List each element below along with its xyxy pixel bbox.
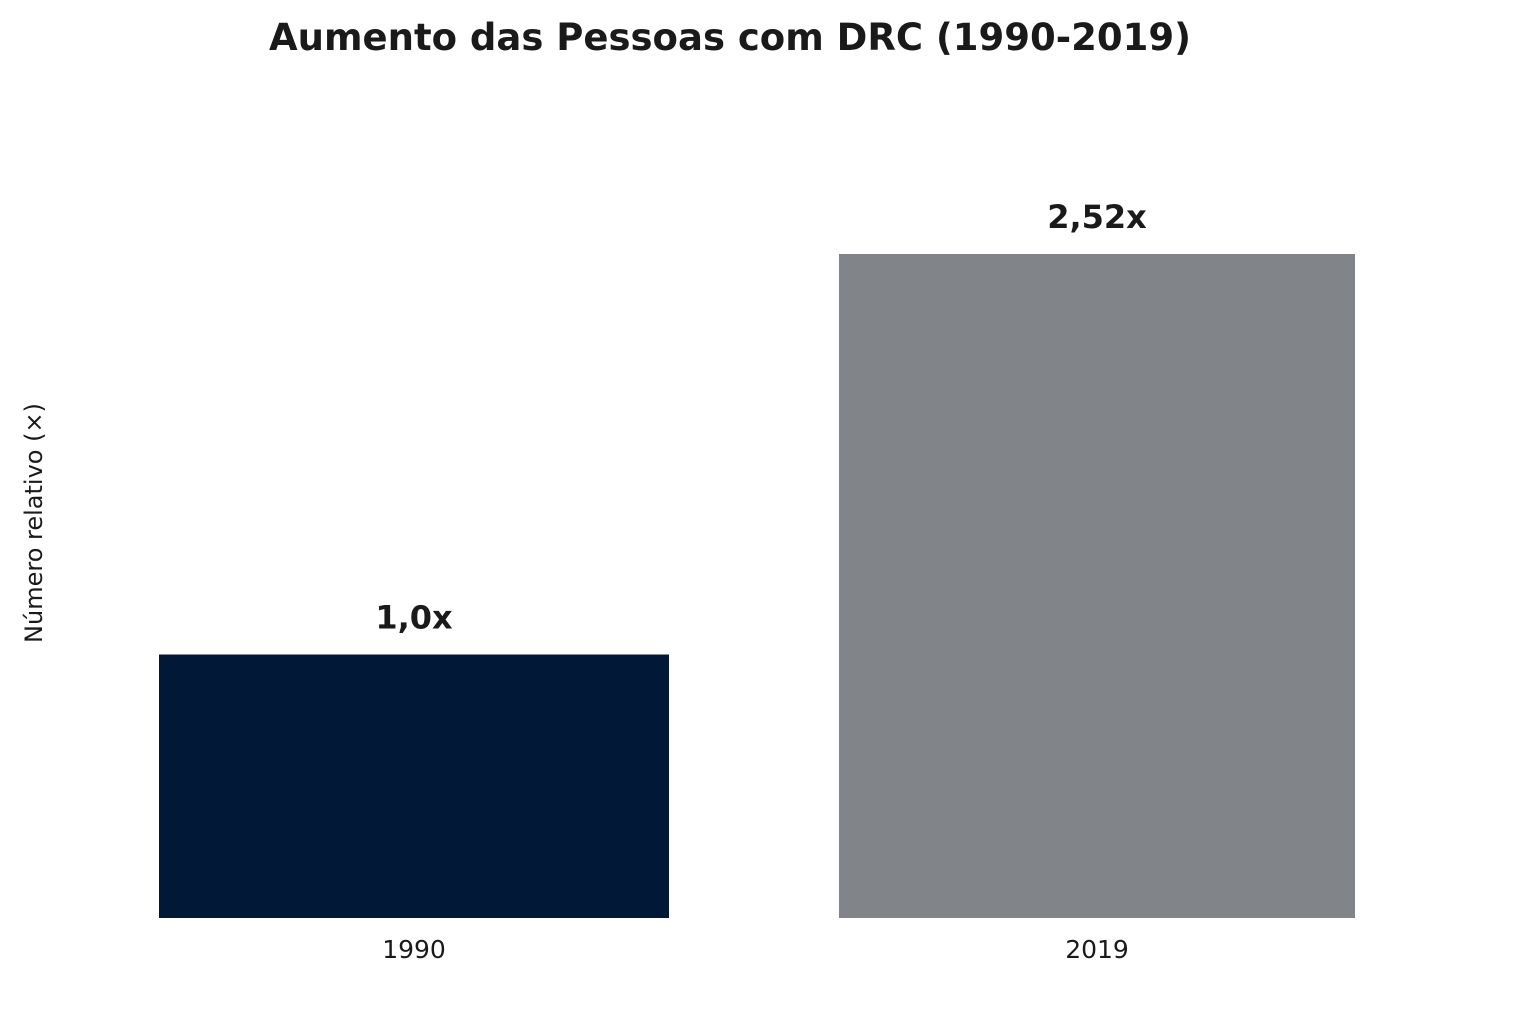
x-tick-label-1990: 1990 <box>382 935 446 964</box>
chart-title: Aumento das Pessoas com DRC (1990-2019) <box>269 16 1191 59</box>
x-tick-labels: 1990 2019 <box>382 935 1129 964</box>
x-tick-label-2019: 2019 <box>1065 935 1129 964</box>
bars-group <box>159 253 1355 919</box>
bar-1990 <box>159 654 669 918</box>
data-label-1990: 1,0x <box>375 599 453 637</box>
data-label-2019: 2,52x <box>1047 198 1147 236</box>
data-labels: 1,0x 2,52x <box>375 198 1147 637</box>
bar-2019 <box>839 253 1355 919</box>
y-axis-label: Número relativo (×) <box>20 403 48 643</box>
